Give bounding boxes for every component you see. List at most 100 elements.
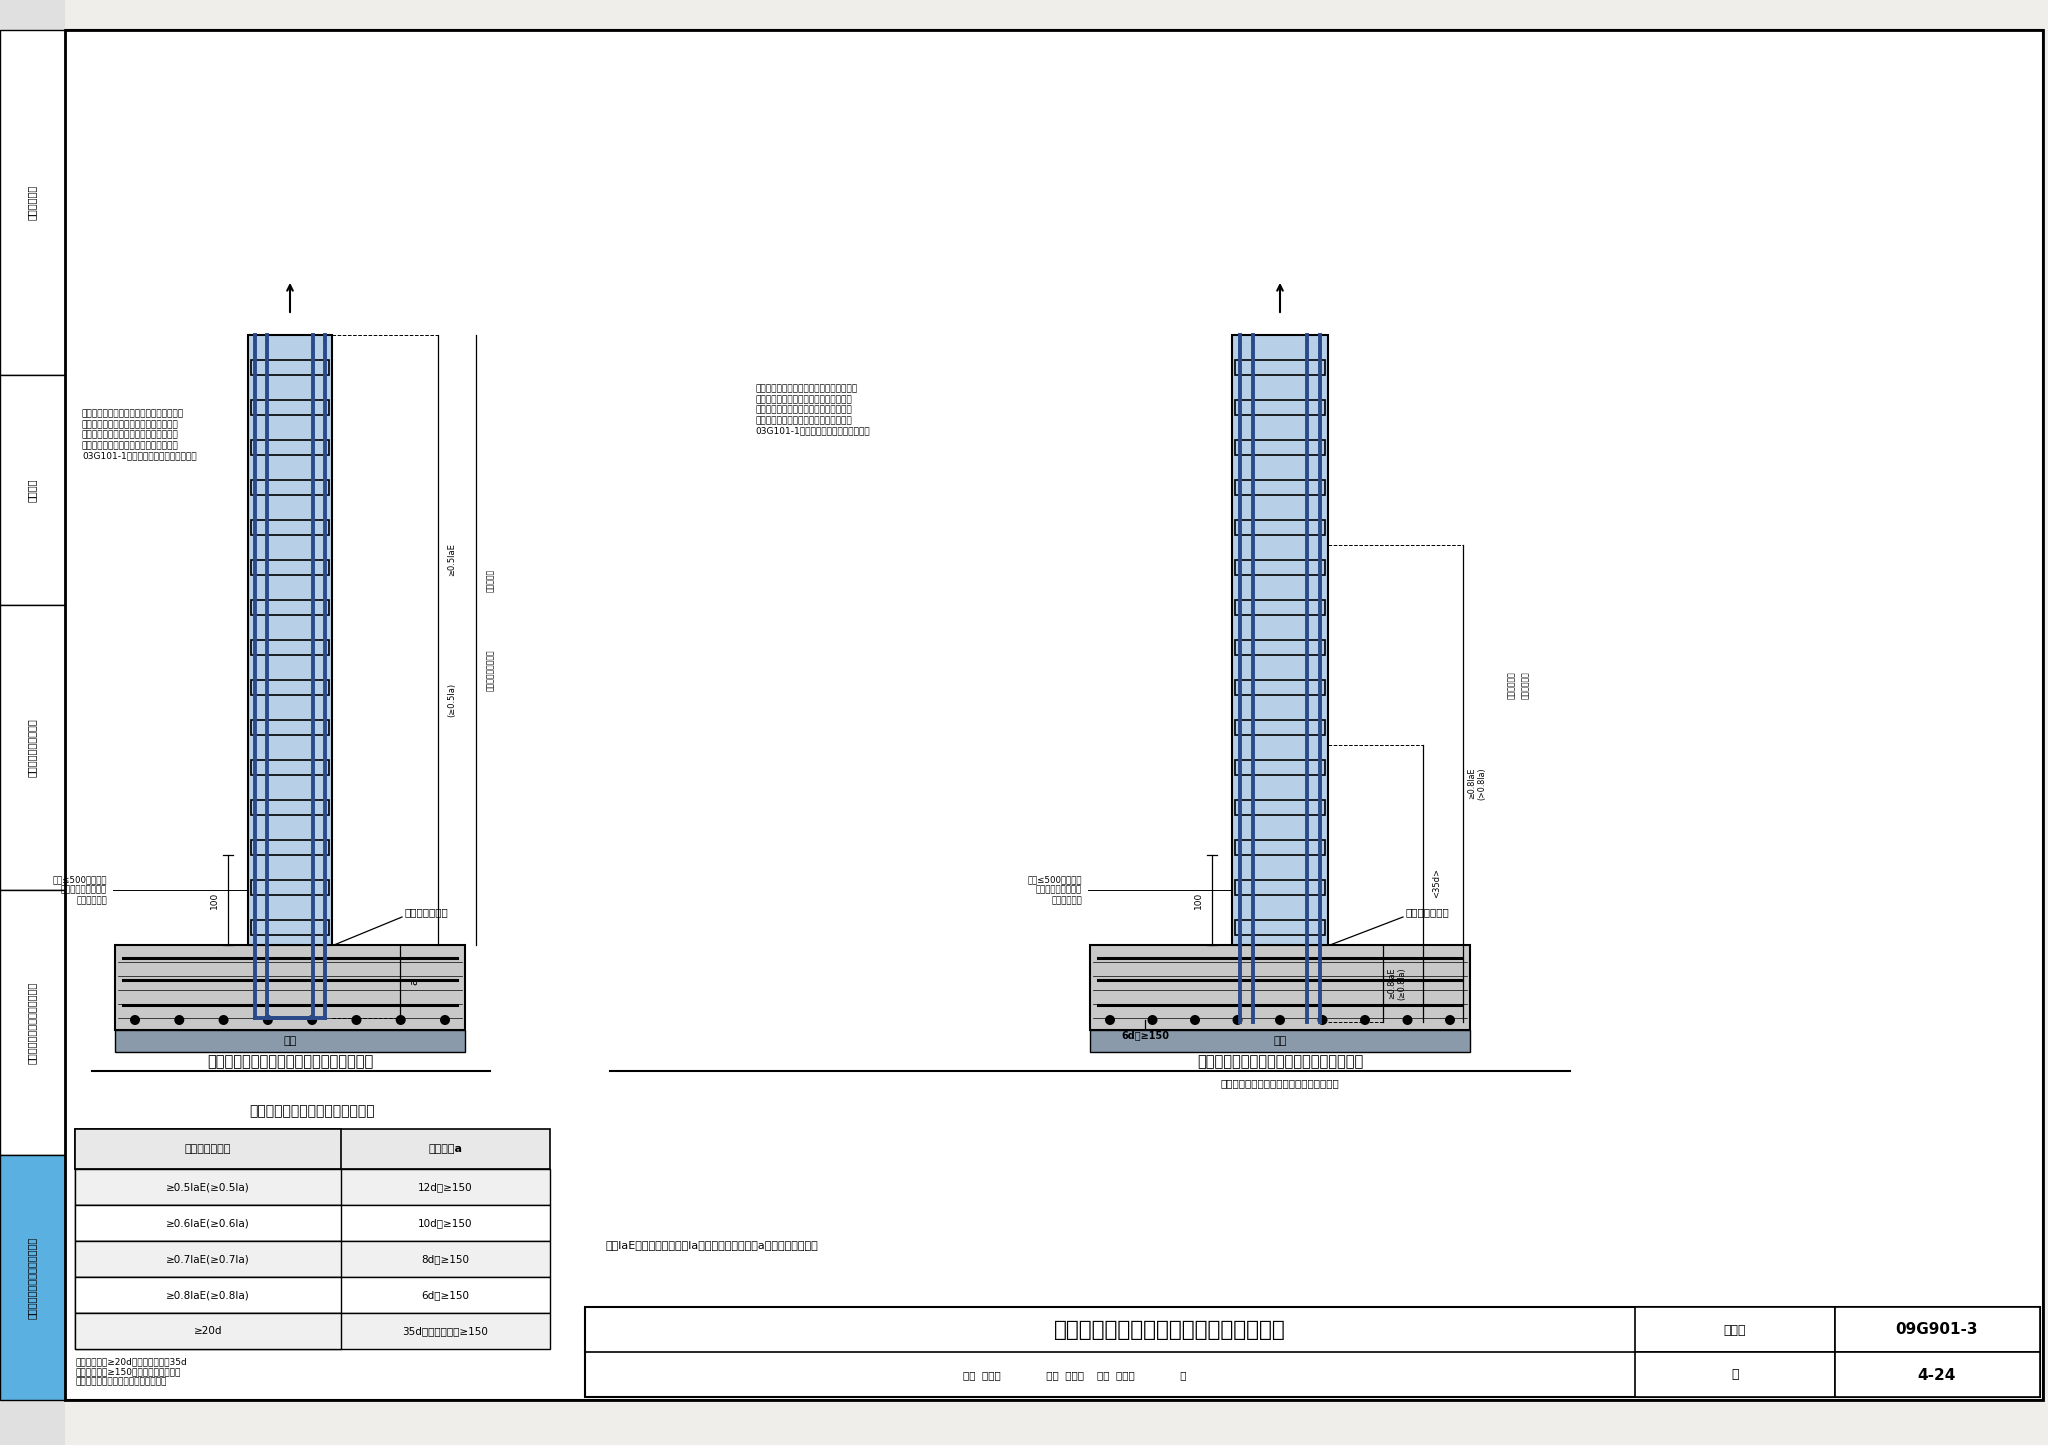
Bar (1090, 1030, 1470, 1052)
Bar (1235, 681, 1325, 695)
Text: 上部结构纵筋: 上部结构纵筋 (1507, 670, 1516, 699)
Text: (≥0.5la): (≥0.5la) (449, 683, 457, 717)
Bar (76, 1277, 551, 1314)
Bar (252, 520, 330, 535)
Bar (76, 1277, 342, 1314)
Circle shape (1360, 1014, 1370, 1025)
Text: ≥0.8laE
(>0.8la): ≥0.8laE (>0.8la) (1466, 767, 1487, 801)
Bar (0, 30, 66, 376)
Bar (1235, 760, 1325, 775)
Text: 当上部结构底层地面以下未设置基础梁时，
抗震柱及非抗震柱在基础梁顶面以上的钢
筋连接构造及抗震柱箍筋加密区的要求，
设计未注明时，按现行国家建筑标准设计
03G: 当上部结构底层地面以下未设置基础梁时， 抗震柱及非抗震柱在基础梁顶面以上的钢 筋… (82, 410, 197, 461)
Text: 基础或承台顶面: 基础或承台顶面 (1405, 907, 1450, 918)
Bar (1235, 720, 1325, 736)
Text: ≥0.8laE(≥0.8la): ≥0.8laE(≥0.8la) (166, 1290, 250, 1300)
Text: 间距≤500，且不小
于两道矩形封闭箍筋
（非复合箍）: 间距≤500，且不小 于两道矩形封闭箍筋 （非复合箍） (1028, 876, 1081, 905)
Text: a: a (410, 978, 420, 985)
Bar (0, 1155, 66, 1400)
Bar (1235, 400, 1325, 415)
Bar (115, 1030, 465, 1052)
Bar (252, 760, 330, 775)
Bar (1835, 1306, 2040, 1353)
Circle shape (395, 1014, 406, 1025)
Bar (76, 1129, 551, 1169)
Bar (1835, 1353, 2040, 1397)
Bar (252, 600, 330, 616)
Bar (248, 335, 332, 945)
Bar (1235, 840, 1325, 855)
Text: 4-24: 4-24 (1917, 1367, 1956, 1383)
Bar (1235, 640, 1325, 655)
Text: 10d且≥150: 10d且≥150 (418, 1218, 473, 1228)
Bar (252, 920, 330, 935)
Text: （＜＞中的第三个锚长控制仅适用于承台）: （＜＞中的第三个锚长控制仅适用于承台） (1221, 1078, 1339, 1088)
Circle shape (1106, 1014, 1114, 1025)
Circle shape (174, 1014, 184, 1025)
Bar (252, 360, 330, 376)
Circle shape (1403, 1014, 1413, 1025)
Text: 垫层: 垫层 (1274, 1036, 1286, 1046)
Text: 一般构造要求: 一般构造要求 (27, 185, 37, 220)
Text: 页: 页 (1731, 1368, 1739, 1381)
Text: 09G901-3: 09G901-3 (1896, 1322, 1978, 1338)
Bar (252, 400, 330, 415)
Circle shape (440, 1014, 451, 1025)
Text: 垫层: 垫层 (283, 1036, 297, 1046)
Text: ≥0.5laE(≥0.5la): ≥0.5laE(≥0.5la) (166, 1182, 250, 1192)
Bar (252, 880, 330, 894)
Text: ≥0.8laE
(≥0.8la): ≥0.8laE (≥0.8la) (1386, 967, 1407, 1000)
Text: 支在基础（承台）上: 支在基础（承台）上 (485, 649, 494, 691)
Text: 柱插筋在独立基础或独立承台的锚固构造: 柱插筋在独立基础或独立承台的锚固构造 (1055, 1319, 1286, 1340)
Text: ≥0.7laE(≥0.7la): ≥0.7laE(≥0.7la) (166, 1254, 250, 1264)
Bar (76, 1205, 551, 1241)
Circle shape (1233, 1014, 1243, 1025)
Text: 100: 100 (209, 892, 219, 909)
Circle shape (1147, 1014, 1157, 1025)
Text: ≥0.5laE: ≥0.5laE (449, 543, 457, 577)
Bar (76, 1241, 551, 1277)
Bar (76, 1169, 551, 1205)
Bar (1235, 600, 1325, 616)
Bar (115, 945, 465, 1030)
Circle shape (1276, 1014, 1284, 1025)
Text: 柱插筋在独立基础或承台的锚固构造（一）: 柱插筋在独立基础或承台的锚固构造（一） (207, 1055, 373, 1069)
Text: ≥20d: ≥20d (195, 1327, 223, 1337)
Bar (76, 1129, 342, 1169)
Bar (252, 439, 330, 455)
Bar (1235, 801, 1325, 815)
Bar (1235, 439, 1325, 455)
Bar (1634, 1306, 1835, 1353)
Text: 基础或承台顶面: 基础或承台顶面 (406, 907, 449, 918)
Bar (1233, 335, 1327, 945)
Text: 锚在基础梁中: 锚在基础梁中 (1520, 670, 1530, 699)
Text: 弯钩长度a: 弯钩长度a (428, 1144, 463, 1155)
Bar (1235, 561, 1325, 575)
Bar (1090, 945, 1470, 1030)
Text: 注：垂直长度≥20d，与弯钩长度为35d
减垂直长度且≥150的条件，适用于柱插
筋在柱基独立承台和承台梁中的锚固。: 注：垂直长度≥20d，与弯钩长度为35d 减垂直长度且≥150的条件，适用于柱插… (76, 1357, 186, 1387)
Bar (76, 1169, 342, 1205)
Text: 6d且≥150: 6d且≥150 (1120, 1030, 1169, 1040)
Text: 注：laE为抗震锚固长度，la为非抗震锚固长度，a为纵筋弯钩长度。: 注：laE为抗震锚固长度，la为非抗震锚固长度，a为纵筋弯钩长度。 (604, 1240, 817, 1250)
Circle shape (352, 1014, 360, 1025)
Text: 6d且≥150: 6d且≥150 (422, 1290, 469, 1300)
Circle shape (1446, 1014, 1454, 1025)
Text: <35d>: <35d> (1432, 868, 1442, 899)
Text: 箱形基础和地下室结构: 箱形基础和地下室结构 (27, 718, 37, 777)
Text: 图集号: 图集号 (1724, 1324, 1747, 1337)
Text: 12d且≥150: 12d且≥150 (418, 1182, 473, 1192)
Bar (1235, 920, 1325, 935)
Text: 处连续钢筋: 处连续钢筋 (485, 568, 494, 591)
Bar (76, 1314, 342, 1350)
Bar (252, 640, 330, 655)
Bar (1235, 480, 1325, 496)
Text: 柱插筋在独立基础或承台的锚固构造（二）: 柱插筋在独立基础或承台的锚固构造（二） (1196, 1055, 1364, 1069)
Bar (76, 1241, 342, 1277)
Bar (252, 480, 330, 496)
Bar (0, 0, 66, 1445)
Text: 柱插筋锚固长度与弯钩长度对照表: 柱插筋锚固长度与弯钩长度对照表 (250, 1104, 375, 1118)
Bar (252, 681, 330, 695)
Text: 间距≤500，且不小
于两道矩形封闭箍筋
（非复合箍）: 间距≤500，且不小 于两道矩形封闭箍筋 （非复合箍） (53, 876, 106, 905)
Text: 100: 100 (1194, 892, 1202, 909)
Circle shape (262, 1014, 272, 1025)
Circle shape (1317, 1014, 1327, 1025)
Circle shape (219, 1014, 229, 1025)
